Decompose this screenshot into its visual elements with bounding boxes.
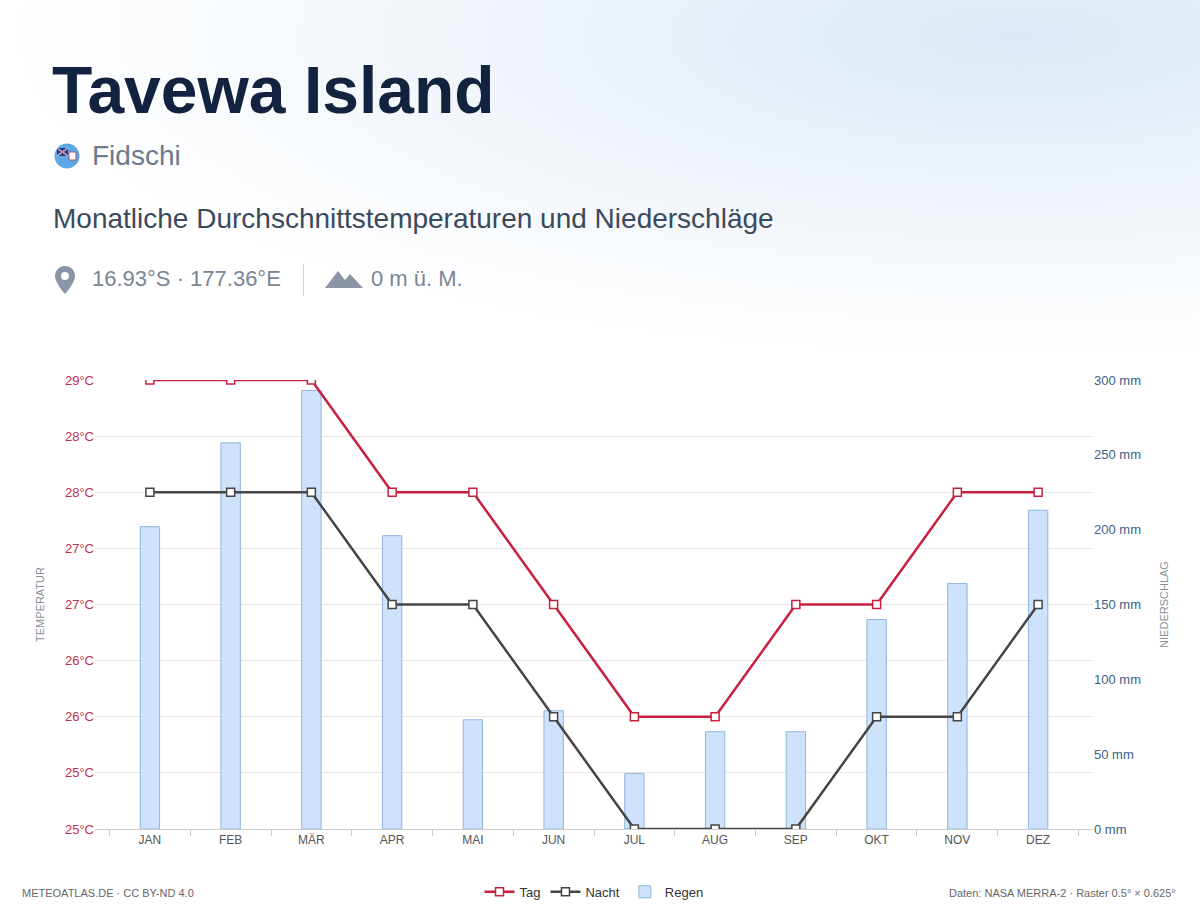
svg-text:Daten: NASA MERRA-2 · Raster 0: Daten: NASA MERRA-2 · Raster 0.5° × 0.62…: [949, 887, 1176, 899]
svg-text:OKT: OKT: [864, 833, 889, 847]
svg-text:100 mm: 100 mm: [1094, 672, 1141, 687]
svg-text:JAN: JAN: [139, 833, 162, 847]
svg-text:Nacht: Nacht: [585, 885, 619, 900]
svg-text:25°C: 25°C: [65, 765, 94, 780]
svg-text:DEZ: DEZ: [1026, 833, 1050, 847]
svg-text:25°C: 25°C: [65, 822, 94, 837]
svg-text:APR: APR: [380, 833, 405, 847]
svg-text:26°C: 26°C: [65, 653, 94, 668]
html-text:0 m ü. M.: 0 m ü. M.: [371, 266, 463, 291]
svg-text:MÄR: MÄR: [298, 833, 325, 847]
html-text:16.93°S · 177.36°E: 16.93°S · 177.36°E: [92, 266, 281, 291]
html-text:Tavewa Island: Tavewa Island: [52, 53, 495, 127]
svg-text:28°C: 28°C: [65, 485, 94, 500]
svg-text:150 mm: 150 mm: [1094, 597, 1141, 612]
svg-text:NOV: NOV: [944, 833, 970, 847]
svg-text:AUG: AUG: [702, 833, 728, 847]
svg-text:28°C: 28°C: [65, 429, 94, 444]
svg-text:METEOATLAS.DE · CC BY-ND 4.0: METEOATLAS.DE · CC BY-ND 4.0: [22, 887, 194, 899]
svg-text:MAI: MAI: [462, 833, 483, 847]
svg-text:Regen: Regen: [665, 885, 703, 900]
svg-text:Tag: Tag: [520, 885, 541, 900]
svg-text:0 mm: 0 mm: [1094, 822, 1127, 837]
svg-text:JUN: JUN: [542, 833, 565, 847]
svg-text:FEB: FEB: [219, 833, 242, 847]
svg-text:26°C: 26°C: [65, 709, 94, 724]
html-text:Monatliche Durchschnittstemper: Monatliche Durchschnittstemperaturen und…: [53, 203, 774, 234]
svg-text:29°C: 29°C: [65, 373, 94, 388]
html-text:Fidschi: Fidschi: [92, 140, 181, 171]
svg-text:JUL: JUL: [624, 833, 646, 847]
svg-text:TEMPERATUR: TEMPERATUR: [34, 567, 46, 642]
svg-text:300 mm: 300 mm: [1094, 373, 1141, 388]
svg-text:50 mm: 50 mm: [1094, 747, 1134, 762]
svg-text:NIEDERSCHLAG: NIEDERSCHLAG: [1158, 561, 1170, 648]
svg-text:27°C: 27°C: [65, 541, 94, 556]
svg-text:250 mm: 250 mm: [1094, 447, 1141, 462]
svg-text:SEP: SEP: [784, 833, 808, 847]
svg-text:200 mm: 200 mm: [1094, 522, 1141, 537]
svg-text:27°C: 27°C: [65, 597, 94, 612]
